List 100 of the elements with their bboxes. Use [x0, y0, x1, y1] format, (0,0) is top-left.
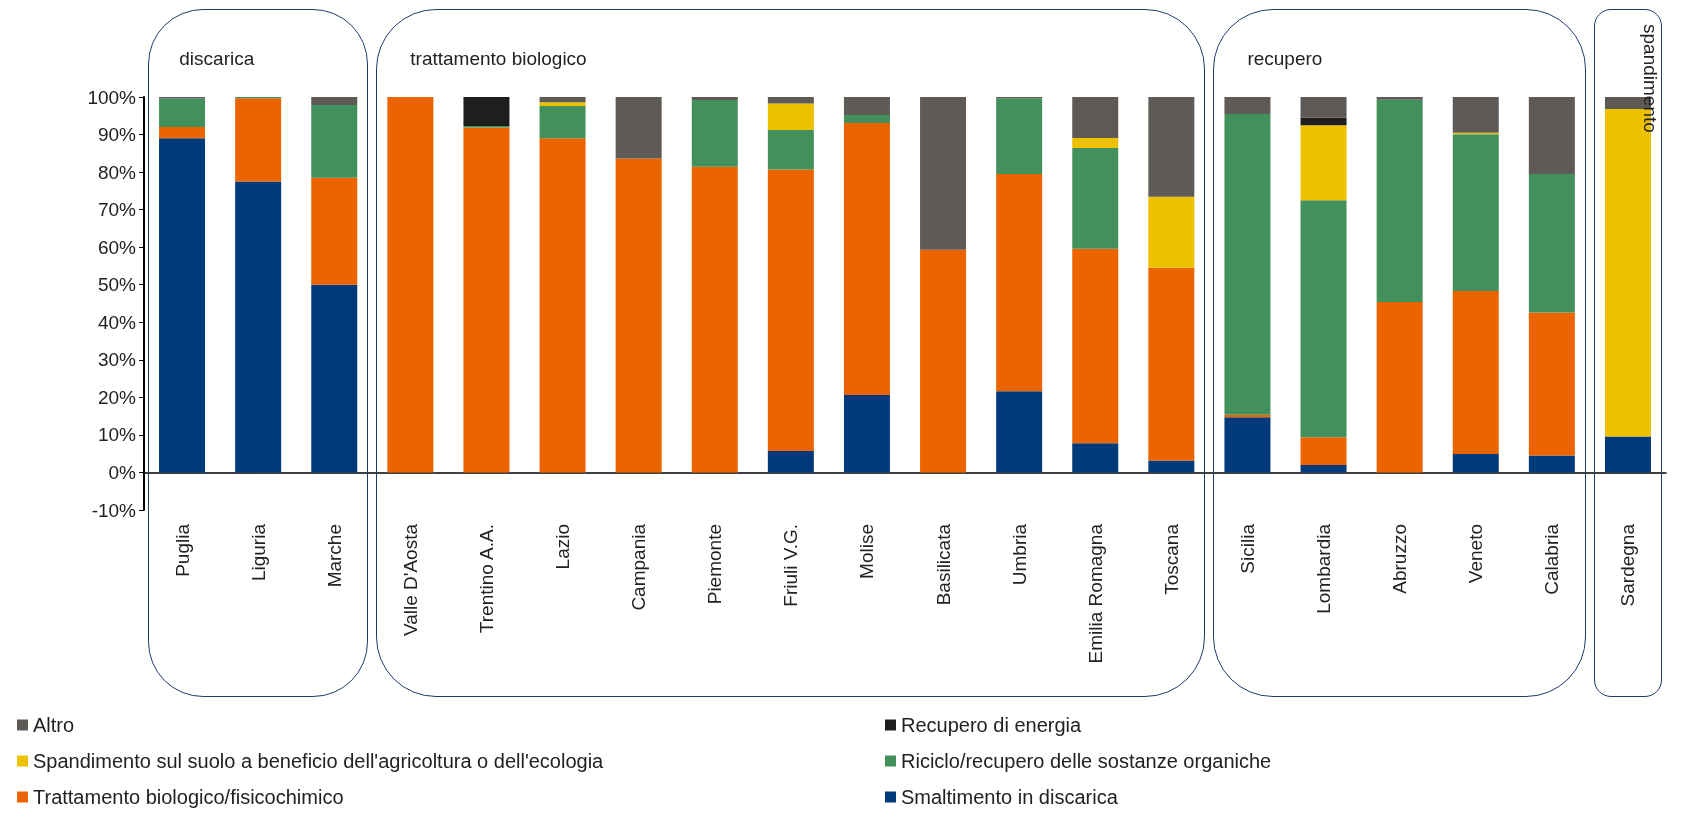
bar — [1300, 125, 1347, 201]
bar — [1452, 454, 1499, 473]
legend-label: Riciclo/recupero delle sostanze organiche — [901, 750, 1272, 772]
bar — [1528, 97, 1575, 174]
bar — [767, 451, 814, 473]
bar — [539, 97, 586, 103]
bar — [1072, 148, 1119, 249]
bar — [539, 102, 586, 107]
y-tick-label: 10% — [97, 424, 137, 446]
bar — [311, 177, 358, 285]
bar — [1072, 137, 1119, 149]
y-tick-label: 0% — [108, 461, 137, 483]
bar — [691, 100, 738, 167]
x-tick-label: Sardegna — [1617, 523, 1639, 607]
bar — [1300, 97, 1347, 118]
x-tick-label: Liguria — [247, 523, 269, 582]
bar — [843, 122, 890, 396]
annotation: spandimento — [1639, 24, 1661, 133]
y-tick-label: 100% — [87, 86, 137, 108]
bar — [996, 98, 1043, 174]
bar — [1452, 134, 1499, 292]
x-tick-label: Calabria — [1541, 523, 1563, 595]
bar — [1376, 97, 1423, 100]
x-tick-label: Veneto — [1465, 524, 1487, 584]
x-tick-label: Piemonte — [704, 524, 726, 605]
bar — [615, 97, 662, 159]
bar — [615, 158, 662, 473]
x-tick-label: Molise — [856, 524, 878, 579]
legend-label: Spandimento sul suolo a beneficio dell'agricoltura o dell'ecologia — [33, 750, 605, 772]
bar — [1224, 97, 1271, 114]
bar — [159, 138, 206, 473]
bar — [1300, 200, 1347, 438]
x-tick-label: Toscana — [1160, 523, 1182, 595]
bar — [1604, 436, 1651, 473]
bar — [920, 97, 967, 250]
bar — [691, 97, 738, 100]
bar — [235, 98, 282, 182]
bar — [387, 97, 434, 473]
x-tick-label: Umbria — [1008, 523, 1030, 586]
bar — [235, 181, 282, 473]
bar — [843, 115, 890, 123]
x-tick-label: Lombardia — [1313, 523, 1335, 614]
y-tick-label: 20% — [97, 386, 137, 408]
x-tick-label: Emilia Romagna — [1084, 523, 1106, 664]
y-tick-label: 80% — [97, 161, 137, 183]
x-tick-label: Marche — [323, 524, 345, 588]
bar — [1224, 417, 1271, 473]
bar — [1148, 267, 1195, 461]
bar — [691, 166, 738, 473]
bar — [1224, 113, 1271, 415]
y-tick-label: 50% — [97, 274, 137, 296]
legend-label: Altro — [33, 714, 75, 736]
bar — [1376, 302, 1423, 473]
bar — [1376, 99, 1423, 302]
bar — [996, 173, 1043, 392]
y-tick-label: 30% — [97, 349, 137, 371]
bar — [463, 97, 510, 126]
bar — [1148, 97, 1195, 197]
x-tick-label: Puglia — [171, 523, 193, 577]
bar — [1300, 464, 1347, 473]
bar — [767, 130, 814, 170]
bar — [996, 391, 1043, 473]
bar — [311, 97, 358, 105]
bar — [1452, 97, 1499, 133]
bar — [1148, 196, 1195, 268]
bar — [311, 104, 358, 178]
bar — [843, 395, 890, 473]
legend-label: Trattamento biologico/fisicochimico — [33, 786, 344, 808]
bar — [1148, 460, 1195, 473]
bar — [1072, 443, 1119, 473]
bar — [1528, 312, 1575, 456]
legend-label: Smaltimento in discarica — [901, 786, 1119, 808]
bar — [767, 97, 814, 104]
bar — [920, 249, 967, 473]
y-tick-label: 60% — [97, 236, 137, 258]
x-tick-label: Trentino A.A. — [475, 524, 497, 634]
bar — [1300, 117, 1347, 126]
legend-label: Recupero di energia — [901, 714, 1082, 736]
bar — [1072, 97, 1119, 138]
bar — [1072, 248, 1119, 444]
bar — [1528, 173, 1575, 313]
bar — [539, 138, 586, 473]
y-tick-label: -10% — [91, 499, 137, 521]
bar — [767, 103, 814, 131]
x-tick-label: Sicilia — [1236, 523, 1258, 574]
bar — [767, 169, 814, 452]
text: trattamento biologico — [410, 48, 587, 70]
x-tick-label: Basilicata — [932, 523, 954, 606]
y-tick-label: 40% — [97, 311, 137, 333]
x-tick-label: Campania — [628, 523, 650, 611]
y-tick-label: 90% — [97, 124, 137, 146]
x-tick-label: Valle D'Aosta — [399, 523, 421, 637]
bar — [843, 97, 890, 116]
bar — [463, 127, 510, 473]
bar — [1528, 455, 1575, 473]
bar — [159, 127, 206, 139]
bar — [1300, 437, 1347, 465]
x-tick-label: Abruzzo — [1389, 524, 1411, 594]
bar — [311, 284, 358, 473]
y-tick-label: 70% — [97, 199, 137, 221]
